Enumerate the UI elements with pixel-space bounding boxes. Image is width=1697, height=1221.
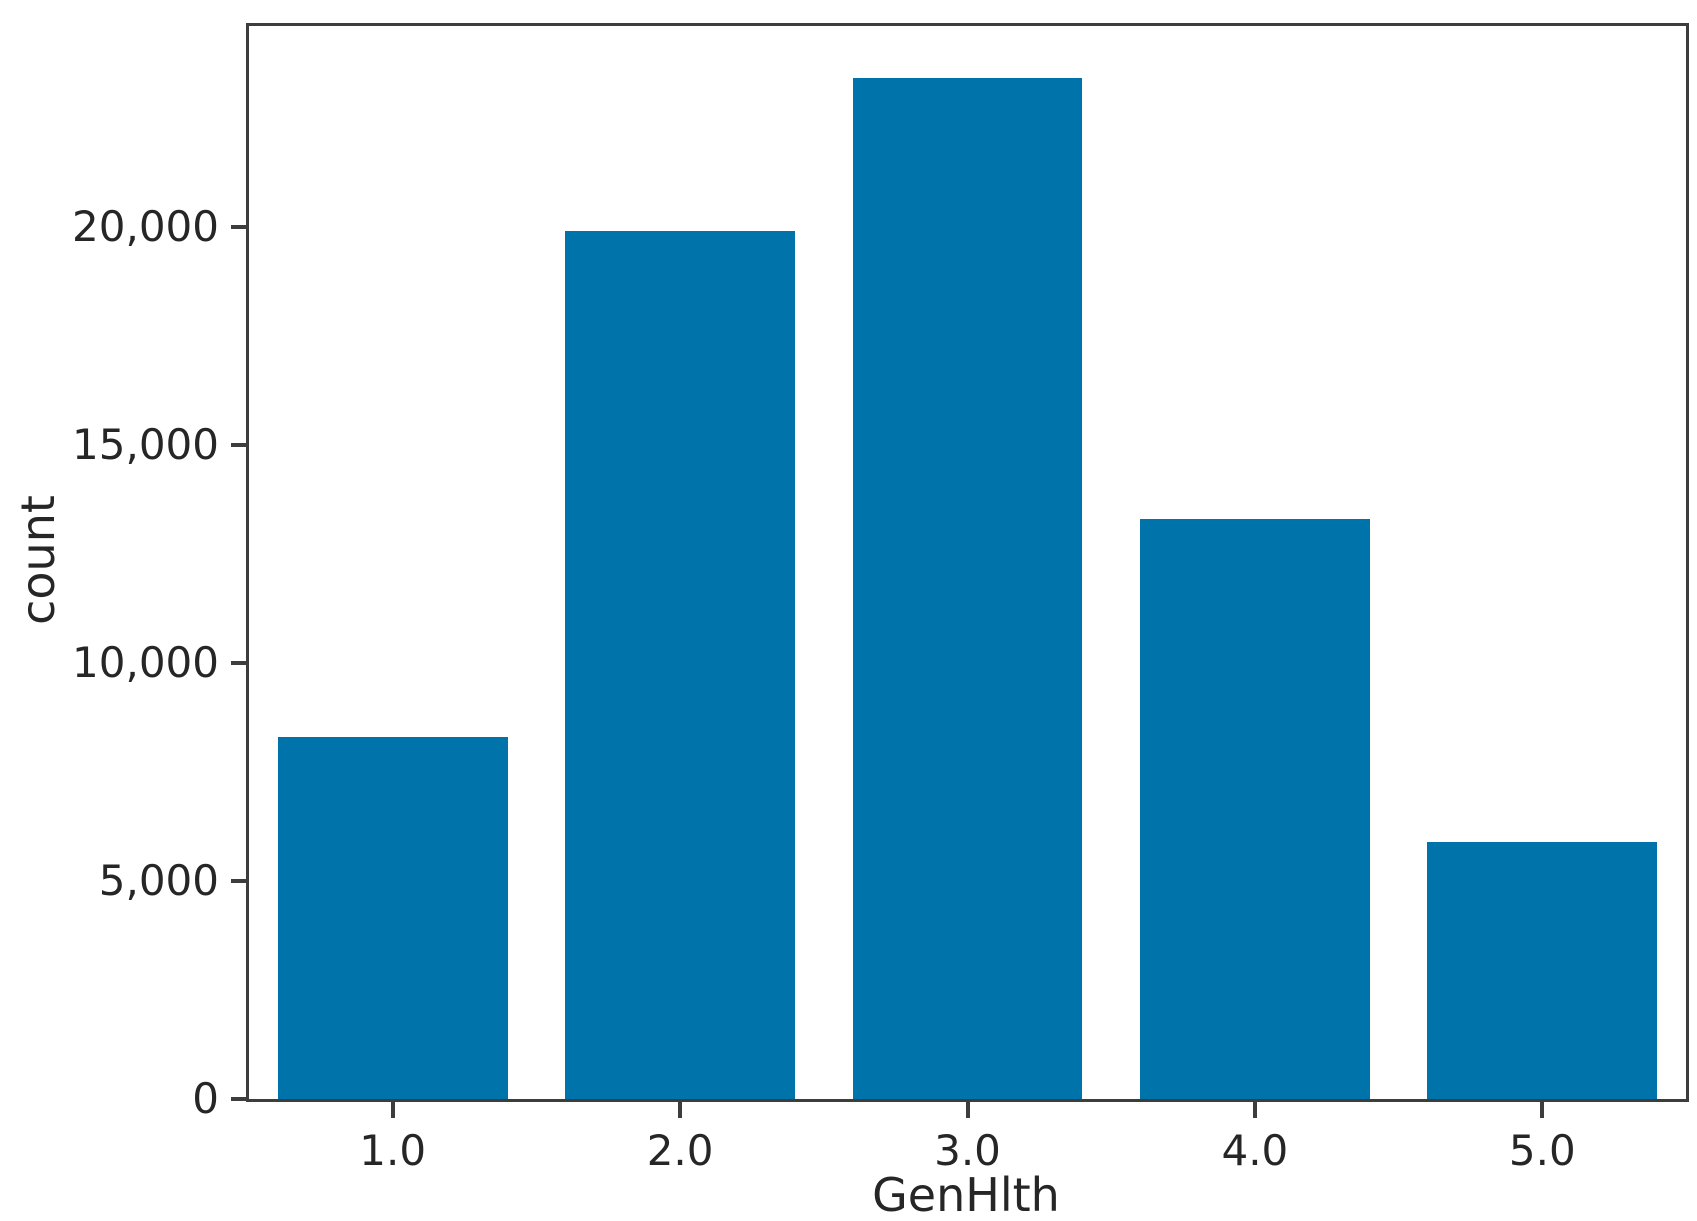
- bar-genhlth-5.0: [1427, 841, 1658, 1099]
- x-tick-mark: [965, 1102, 970, 1118]
- x-tick-label: 4.0: [1221, 1126, 1289, 1175]
- y-tick-mark: [231, 878, 246, 883]
- bars-container: [249, 26, 1686, 1099]
- bar-genhlth-3.0: [852, 78, 1083, 1099]
- y-tick-label: 15,000: [72, 419, 219, 469]
- x-tick-mark: [1252, 1102, 1257, 1118]
- x-tick-label: 2.0: [646, 1126, 714, 1175]
- y-axis-label: count: [11, 495, 65, 625]
- bar-genhlth-4.0: [1139, 518, 1370, 1099]
- y-tick-mark: [231, 660, 246, 665]
- y-tick-label: 5,000: [98, 855, 219, 905]
- x-tick-label: 1.0: [359, 1126, 427, 1175]
- y-tick-mark: [231, 442, 246, 447]
- x-tick-mark: [678, 1102, 683, 1118]
- plot-area: [246, 23, 1689, 1102]
- bar-genhlth-1.0: [277, 736, 508, 1099]
- y-tick-label: 0: [192, 1074, 219, 1123]
- x-axis-label: GenHlth: [872, 1168, 1060, 1221]
- x-tick-mark: [390, 1102, 395, 1118]
- bar-genhlth-2.0: [565, 231, 796, 1099]
- y-tick-label: 20,000: [72, 201, 219, 251]
- y-tick-label: 10,000: [72, 637, 219, 687]
- x-tick-label: 5.0: [1508, 1126, 1576, 1175]
- y-tick-mark: [231, 224, 246, 229]
- x-tick-mark: [1540, 1102, 1545, 1118]
- y-tick-mark: [231, 1097, 246, 1101]
- x-tick-label: 3.0: [934, 1126, 1001, 1175]
